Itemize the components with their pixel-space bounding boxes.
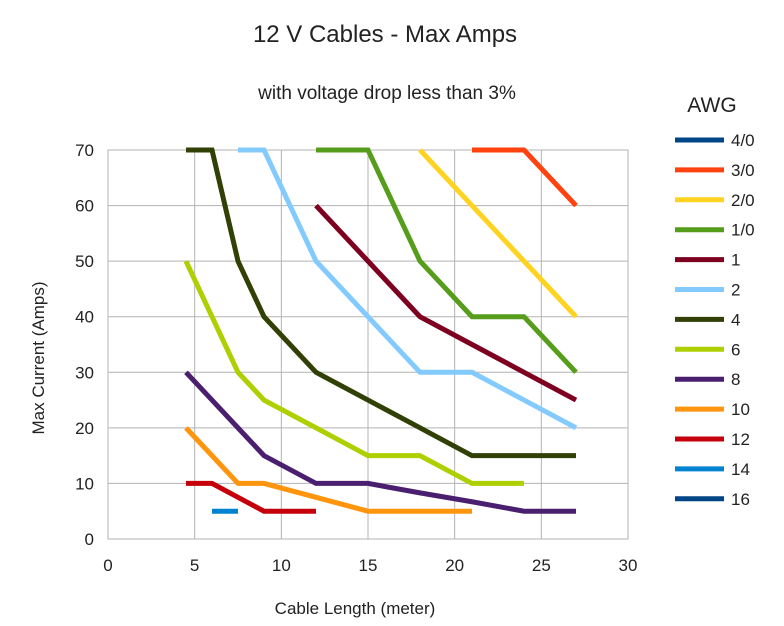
series-line-awg-8 xyxy=(184,370,576,514)
legend-label-awg-6: 6 xyxy=(731,340,740,359)
y-axis-title: Max Current (Amps) xyxy=(29,281,48,434)
series-line-awg-6 xyxy=(183,260,524,486)
legend-label-awg-1-0: 1/0 xyxy=(731,221,755,240)
x-tick-label: 5 xyxy=(190,556,199,575)
legend-label-awg-1: 1 xyxy=(731,251,740,270)
legend-label-awg-10: 10 xyxy=(731,400,750,419)
legend-label-awg-2-0: 2/0 xyxy=(731,191,755,210)
series-lines xyxy=(183,147,578,514)
x-tick-label: 10 xyxy=(272,556,291,575)
legend-label-awg-4: 4 xyxy=(731,310,740,329)
legend-label-awg-12: 12 xyxy=(731,430,750,449)
chart-title: 12 V Cables - Max Amps xyxy=(253,21,517,48)
y-tick-label: 30 xyxy=(75,363,94,382)
y-tick-label: 60 xyxy=(75,197,94,216)
legend-label-awg-16: 16 xyxy=(731,490,750,509)
series-line-awg-2-0 xyxy=(418,148,578,319)
series-line-awg-2 xyxy=(238,147,578,431)
x-tick-label: 20 xyxy=(445,556,464,575)
series-line-awg-3-0 xyxy=(472,147,578,208)
legend-label-awg-3-0: 3/0 xyxy=(731,161,755,180)
series-line-awg-12 xyxy=(186,480,316,514)
legend-label-awg-14: 14 xyxy=(731,460,750,479)
legend-title: AWG xyxy=(687,94,736,117)
series-line-awg-4 xyxy=(186,147,576,459)
chart-subtitle: with voltage drop less than 3% xyxy=(257,83,516,104)
x-tick-label: 25 xyxy=(532,556,551,575)
y-tick-label: 10 xyxy=(75,474,94,493)
x-tick-label: 30 xyxy=(619,556,638,575)
legend-label-awg-2: 2 xyxy=(731,281,740,300)
legend-label-awg-8: 8 xyxy=(731,370,740,389)
y-tick-label: 50 xyxy=(75,252,94,271)
legend-label-awg-4-0: 4/0 xyxy=(731,131,755,150)
y-tick-label: 40 xyxy=(75,308,94,327)
y-tick-label: 20 xyxy=(75,419,94,438)
series-line-awg-1 xyxy=(314,203,578,403)
series-line-awg-10 xyxy=(184,426,472,514)
x-tick-label: 15 xyxy=(359,556,378,575)
series-line-awg-1-0 xyxy=(316,147,578,374)
x-axis-title: Cable Length (meter) xyxy=(275,599,436,618)
axis-ticks: 0 10 20 30 40 50 60 70 0 5 10 15 20 25 30 xyxy=(75,141,637,575)
y-tick-label: 70 xyxy=(75,141,94,160)
y-tick-label: 0 xyxy=(85,530,94,549)
x-tick-label: 0 xyxy=(103,556,112,575)
